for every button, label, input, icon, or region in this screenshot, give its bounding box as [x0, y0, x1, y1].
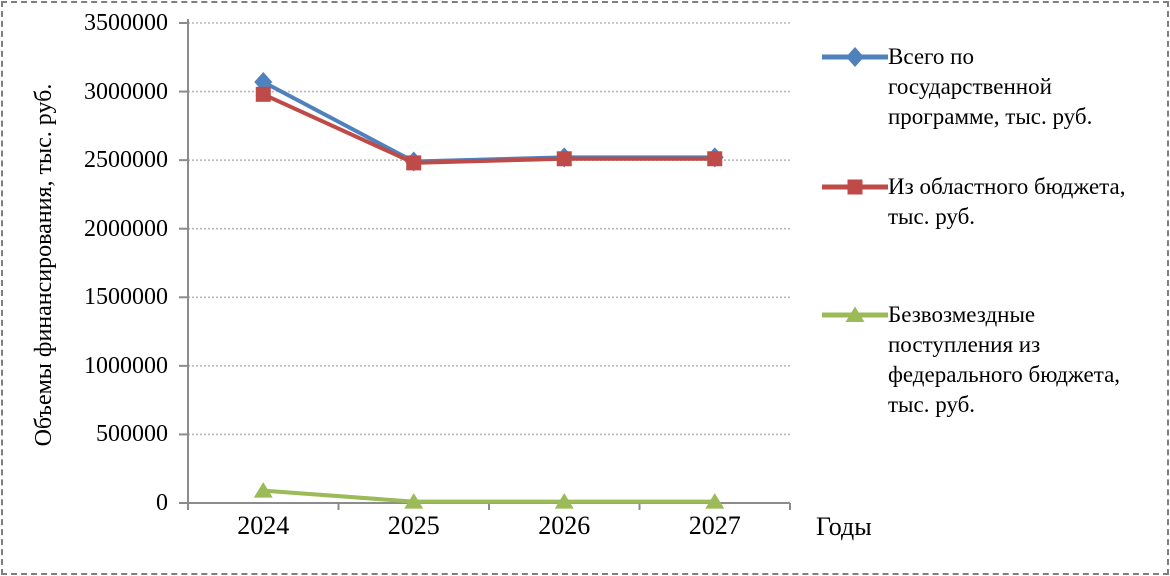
triangle-marker-icon — [845, 306, 865, 322]
triangle-marker-icon — [705, 493, 725, 509]
square-marker-icon — [707, 151, 723, 167]
series-line-0 — [262, 80, 715, 164]
y-tick-label: 1500000 — [84, 284, 168, 311]
x-tick-label: 2027 — [688, 511, 741, 540]
square-marker-icon — [556, 151, 572, 167]
legend-item-federal-budget: Безвозмездные поступления из федеральног… — [888, 302, 1121, 417]
y-tick-label: 2000000 — [84, 215, 168, 242]
x-tick-label: 2024 — [237, 511, 290, 540]
y-axis-title: Объемы финансирования, тыс. руб. — [31, 83, 57, 447]
square-marker-icon — [847, 179, 863, 195]
legend-item-total: Всего по государственной программе, тыс.… — [888, 44, 1093, 129]
series-line-1 — [262, 92, 715, 165]
square-marker-icon — [255, 86, 271, 102]
triangle-marker-icon — [404, 493, 424, 509]
x-tick-label: 2026 — [538, 511, 591, 540]
y-tick-label: 3000000 — [84, 78, 168, 105]
y-tick-label: 2500000 — [84, 147, 168, 174]
legend-item-regional-budget: Из областного бюджета, тыс. руб. — [888, 174, 1126, 229]
y-tick-label: 3500000 — [84, 10, 168, 36]
x-tick-label: 2025 — [387, 511, 440, 540]
triangle-marker-icon — [253, 482, 273, 498]
y-tick-label: 500000 — [96, 421, 168, 448]
series-line-2 — [263, 488, 715, 504]
y-tick-label: 1000000 — [84, 352, 168, 379]
diamond-marker-icon — [846, 47, 864, 67]
x-axis-title: Годы — [816, 512, 872, 541]
triangle-marker-icon — [554, 493, 574, 509]
y-tick-label: 0 — [156, 490, 168, 516]
square-marker-icon — [406, 155, 422, 171]
